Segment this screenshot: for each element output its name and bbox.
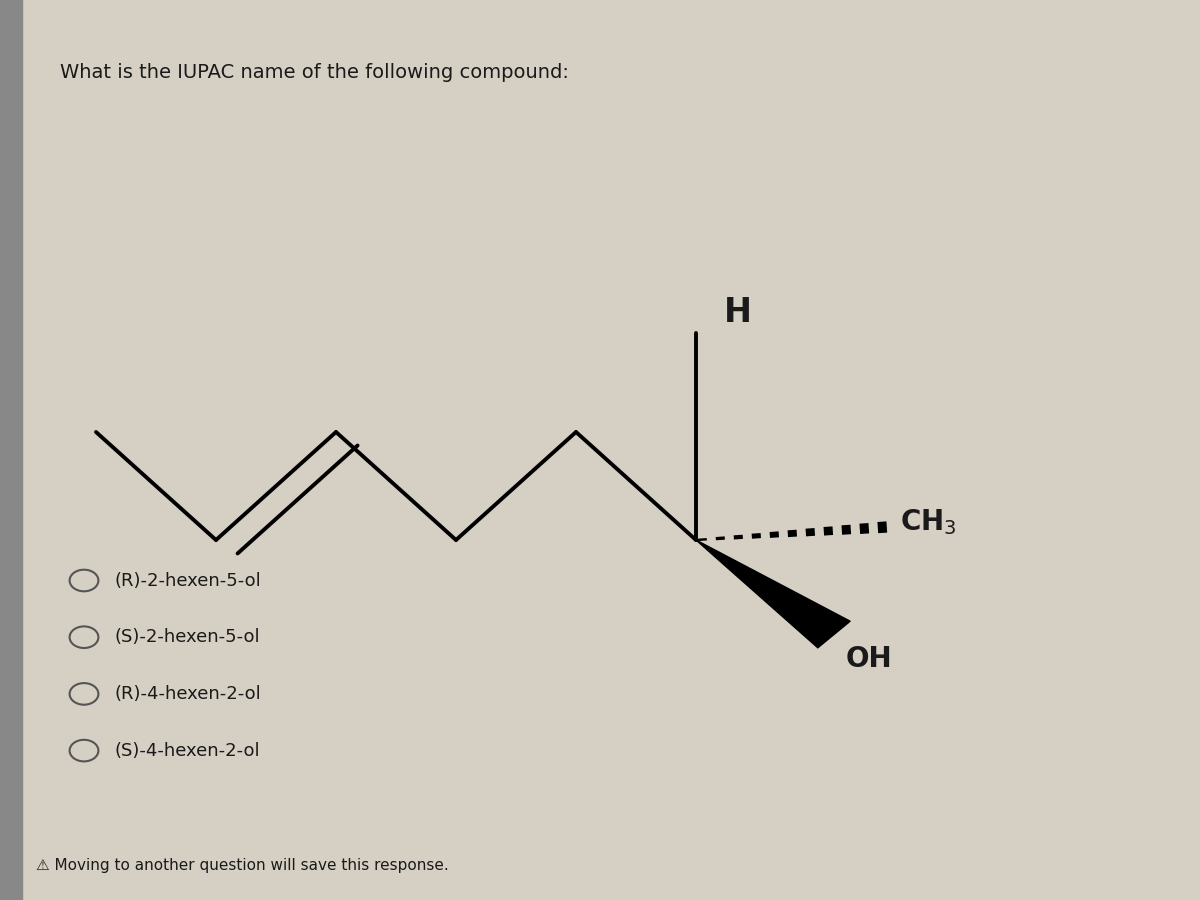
Bar (0, 0, 22, 900)
Text: (S)-4-hexen-2-ol: (S)-4-hexen-2-ol (114, 742, 259, 760)
Text: CH$_3$: CH$_3$ (900, 507, 956, 537)
Text: What is the IUPAC name of the following compound:: What is the IUPAC name of the following … (60, 63, 569, 82)
Text: (R)-4-hexen-2-ol: (R)-4-hexen-2-ol (114, 685, 260, 703)
Text: ⚠ Moving to another question will save this response.: ⚠ Moving to another question will save t… (36, 858, 449, 873)
Text: (R)-2-hexen-5-ol: (R)-2-hexen-5-ol (114, 572, 260, 590)
Text: (S)-2-hexen-5-ol: (S)-2-hexen-5-ol (114, 628, 259, 646)
Polygon shape (696, 540, 850, 648)
Text: H: H (724, 295, 752, 328)
Text: OH: OH (846, 645, 893, 673)
